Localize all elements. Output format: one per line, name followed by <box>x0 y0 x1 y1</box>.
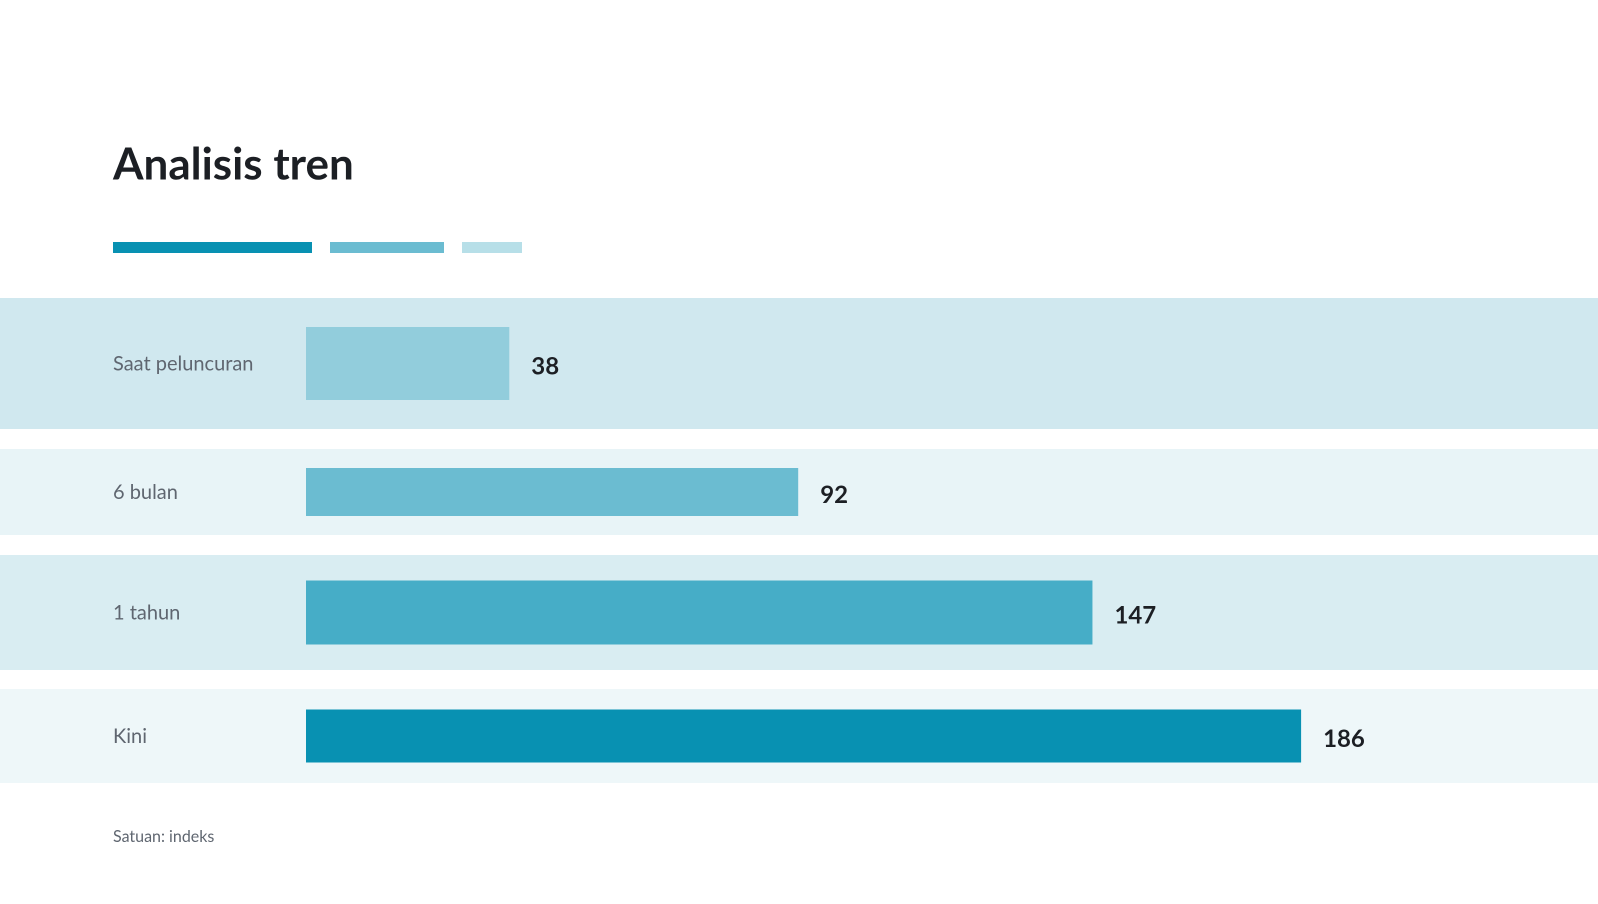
value-label: 186 <box>1323 724 1365 753</box>
bar <box>306 580 1093 645</box>
category-label: 1 tahun <box>113 601 180 625</box>
category-label: 6 bulan <box>113 480 178 504</box>
value-label: 38 <box>531 352 559 381</box>
row-band <box>0 449 1598 535</box>
bar <box>306 709 1302 763</box>
chart-title: Analisis tren <box>112 137 354 189</box>
decor-bar <box>330 242 444 253</box>
value-label: 147 <box>1114 601 1156 630</box>
bar <box>306 468 799 516</box>
value-label: 92 <box>820 480 848 509</box>
row-band <box>0 298 1598 429</box>
decor-bar <box>113 242 312 253</box>
bar <box>306 327 510 400</box>
category-label: Saat peluncuran <box>113 352 253 376</box>
category-label: Kini <box>113 724 147 748</box>
decor-bar <box>462 242 522 253</box>
note: Satuan: indeks <box>113 827 214 846</box>
